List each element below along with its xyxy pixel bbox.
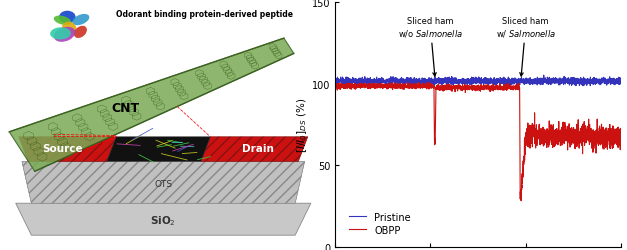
Pristine (617, 78, 624, 81)
OBPP (404, 81, 411, 84)
Ellipse shape (59, 12, 76, 24)
Line: OBPP: OBPP (335, 83, 621, 201)
Pristine (611, 81, 619, 84)
OBPP (441, 87, 448, 90)
Ellipse shape (50, 28, 71, 40)
Polygon shape (9, 39, 294, 172)
Text: Sliced ham
w/ $\it{Salmonella}$: Sliced ham w/ $\it{Salmonella}$ (495, 17, 556, 77)
Ellipse shape (74, 27, 87, 39)
Ellipse shape (54, 16, 71, 26)
Pristine (540, 74, 547, 77)
Ellipse shape (62, 22, 76, 36)
Y-axis label: $[I/I_0]_{DS}$ (%): $[I/I_0]_{DS}$ (%) (295, 97, 309, 153)
OBPP (581, 144, 588, 148)
Pristine (430, 86, 438, 89)
OBPP (332, 84, 339, 87)
Polygon shape (22, 162, 305, 203)
Text: SiO$_2$: SiO$_2$ (150, 214, 176, 228)
Polygon shape (16, 204, 311, 235)
Text: Drain: Drain (241, 143, 273, 153)
Polygon shape (19, 137, 116, 162)
OBPP (611, 138, 619, 140)
Pristine (332, 78, 339, 81)
OBPP (453, 88, 461, 91)
Ellipse shape (54, 28, 75, 43)
Polygon shape (107, 137, 211, 162)
Pristine (364, 81, 372, 84)
Pristine (381, 80, 389, 82)
Pristine (581, 79, 588, 82)
Text: Odorant binding protein-derived peptide: Odorant binding protein-derived peptide (116, 10, 293, 19)
OBPP (364, 85, 372, 88)
Text: Source: Source (43, 143, 83, 153)
Text: CNT: CNT (112, 102, 140, 114)
Text: Sliced ham
w/o $\it{Salmonella}$: Sliced ham w/o $\it{Salmonella}$ (398, 17, 463, 77)
Legend: Pristine, OBPP: Pristine, OBPP (346, 209, 414, 238)
Line: Pristine: Pristine (335, 76, 621, 87)
OBPP (617, 137, 624, 140)
Ellipse shape (72, 15, 89, 26)
Text: OTS: OTS (154, 179, 172, 188)
Pristine (453, 82, 461, 86)
OBPP (517, 200, 525, 202)
Polygon shape (22, 162, 305, 203)
Polygon shape (201, 137, 308, 162)
Pristine (441, 81, 448, 84)
OBPP (381, 85, 389, 88)
